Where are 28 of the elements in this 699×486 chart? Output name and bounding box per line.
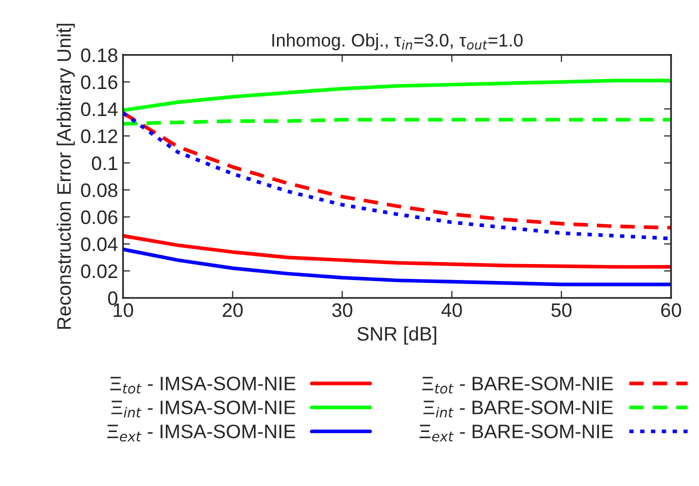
y-tick-label: 0.06 xyxy=(81,210,118,224)
y-tick-label: 0.12 xyxy=(81,129,118,144)
line-series xyxy=(123,234,672,269)
legend-label: Ξ$_{int}$ - BARE-SOM-NIE xyxy=(423,400,613,418)
line-series xyxy=(123,78,672,112)
y-tick-label: 0.08 xyxy=(81,183,118,198)
x-tick-label: 40 xyxy=(441,303,462,318)
y-axis-title: Reconstruction Error [Arbitrary Unit] xyxy=(56,24,75,329)
legend-label: Ξ$_{ext}$ - IMSA-SOM-NIE xyxy=(107,424,296,442)
y-tick-label: 0.1 xyxy=(92,156,118,170)
y-tick-label: 0.18 xyxy=(81,48,118,62)
line-series xyxy=(123,248,672,286)
x-tick-label: 50 xyxy=(551,303,572,318)
chart-title: Inhomog. Obj., τ$_{in}$=3.0, τ$_{out}$=1.0 xyxy=(272,33,523,50)
x-tick-label: 20 xyxy=(222,303,243,318)
y-tick-label: 0 xyxy=(108,291,118,306)
y-tick-label: 0.16 xyxy=(81,75,118,90)
x-axis-title: SNR [dB] xyxy=(357,326,436,345)
legend-label: Ξ$_{tot}$ - BARE-SOM-NIE xyxy=(422,376,613,394)
legend-label: Ξ$_{tot}$ - IMSA-SOM-NIE xyxy=(110,376,296,394)
y-tick-label: 0.14 xyxy=(81,102,118,116)
x-tick-label: 30 xyxy=(332,303,352,318)
legend-label: Ξ$_{int}$ - IMSA-SOM-NIE xyxy=(111,400,296,418)
x-tick-label: 10 xyxy=(114,303,134,318)
x-tick-label: 60 xyxy=(661,303,682,318)
y-tick-label: 0.04 xyxy=(81,237,118,252)
y-tick-label: 0.02 xyxy=(81,264,118,278)
legend-label: Ξ$_{ext}$ - BARE-SOM-NIE xyxy=(420,424,613,442)
